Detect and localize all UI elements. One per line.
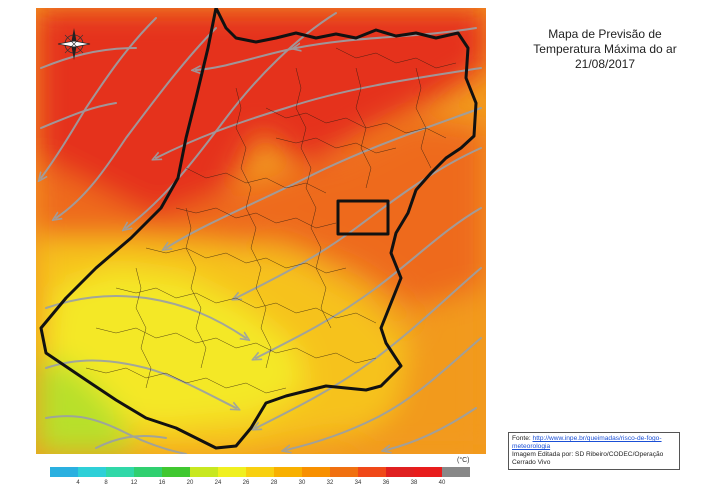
compass-rose-icon — [57, 28, 91, 60]
legend-tick-label: 28 — [270, 480, 278, 486]
temperature-map — [36, 8, 486, 454]
title-line-2: Temperatura Máxima do ar — [533, 42, 677, 56]
legend-swatch — [246, 467, 274, 477]
legend-tick-label: 34 — [354, 480, 362, 486]
temperature-legend — [50, 467, 470, 477]
legend-swatch — [414, 467, 442, 477]
legend-swatch — [106, 467, 134, 477]
legend-unit: (°C) — [457, 457, 470, 464]
source-box: Fonte: http://www.inpe.br/queimadas/risc… — [508, 432, 680, 470]
edited-by-text: Imagem Editada por: SD Ribeiro/CODEC/Ope… — [512, 451, 664, 466]
legend-swatch — [442, 467, 470, 477]
legend-tick-label: 8 — [104, 480, 108, 486]
legend-swatch — [190, 467, 218, 477]
legend-tick-label: 30 — [298, 480, 306, 486]
legend-swatch — [330, 467, 358, 477]
legend-swatch — [78, 467, 106, 477]
legend-swatch — [386, 467, 414, 477]
map-title: Mapa de Previsão de Temperatura Máxima d… — [500, 27, 710, 72]
legend-tick-label: 24 — [214, 480, 222, 486]
map-canvas — [36, 8, 486, 454]
legend-tick-label: 16 — [158, 480, 166, 486]
legend-tick-label: 38 — [410, 480, 418, 486]
legend-tick-label: 26 — [242, 480, 250, 486]
legend-swatch — [302, 467, 330, 477]
legend-tick-label: 40 — [438, 480, 446, 486]
legend-tick-label: 32 — [326, 480, 334, 486]
source-link[interactable]: http://www.inpe.br/queimadas/risco-de-fo… — [512, 435, 662, 450]
legend-swatch — [50, 467, 78, 477]
title-date: 21/08/2017 — [574, 57, 636, 71]
legend-tick-label: 20 — [186, 480, 194, 486]
legend-ticks: 4 8 12 16 20 24 26 28 30 32 34 36 38 40 — [50, 480, 470, 490]
legend-tick-label: 12 — [130, 480, 138, 486]
legend-tick-label: 4 — [76, 480, 80, 486]
state-borders — [39, 8, 478, 450]
legend-tick-label: 36 — [382, 480, 390, 486]
legend-swatch — [358, 467, 386, 477]
title-line-1: Mapa de Previsão de — [548, 27, 662, 41]
legend-swatch — [162, 467, 190, 477]
legend-swatch — [134, 467, 162, 477]
legend-swatch — [218, 467, 246, 477]
source-label: Fonte: — [512, 435, 533, 442]
legend-swatch — [274, 467, 302, 477]
municipal-boundaries — [85, 47, 457, 394]
